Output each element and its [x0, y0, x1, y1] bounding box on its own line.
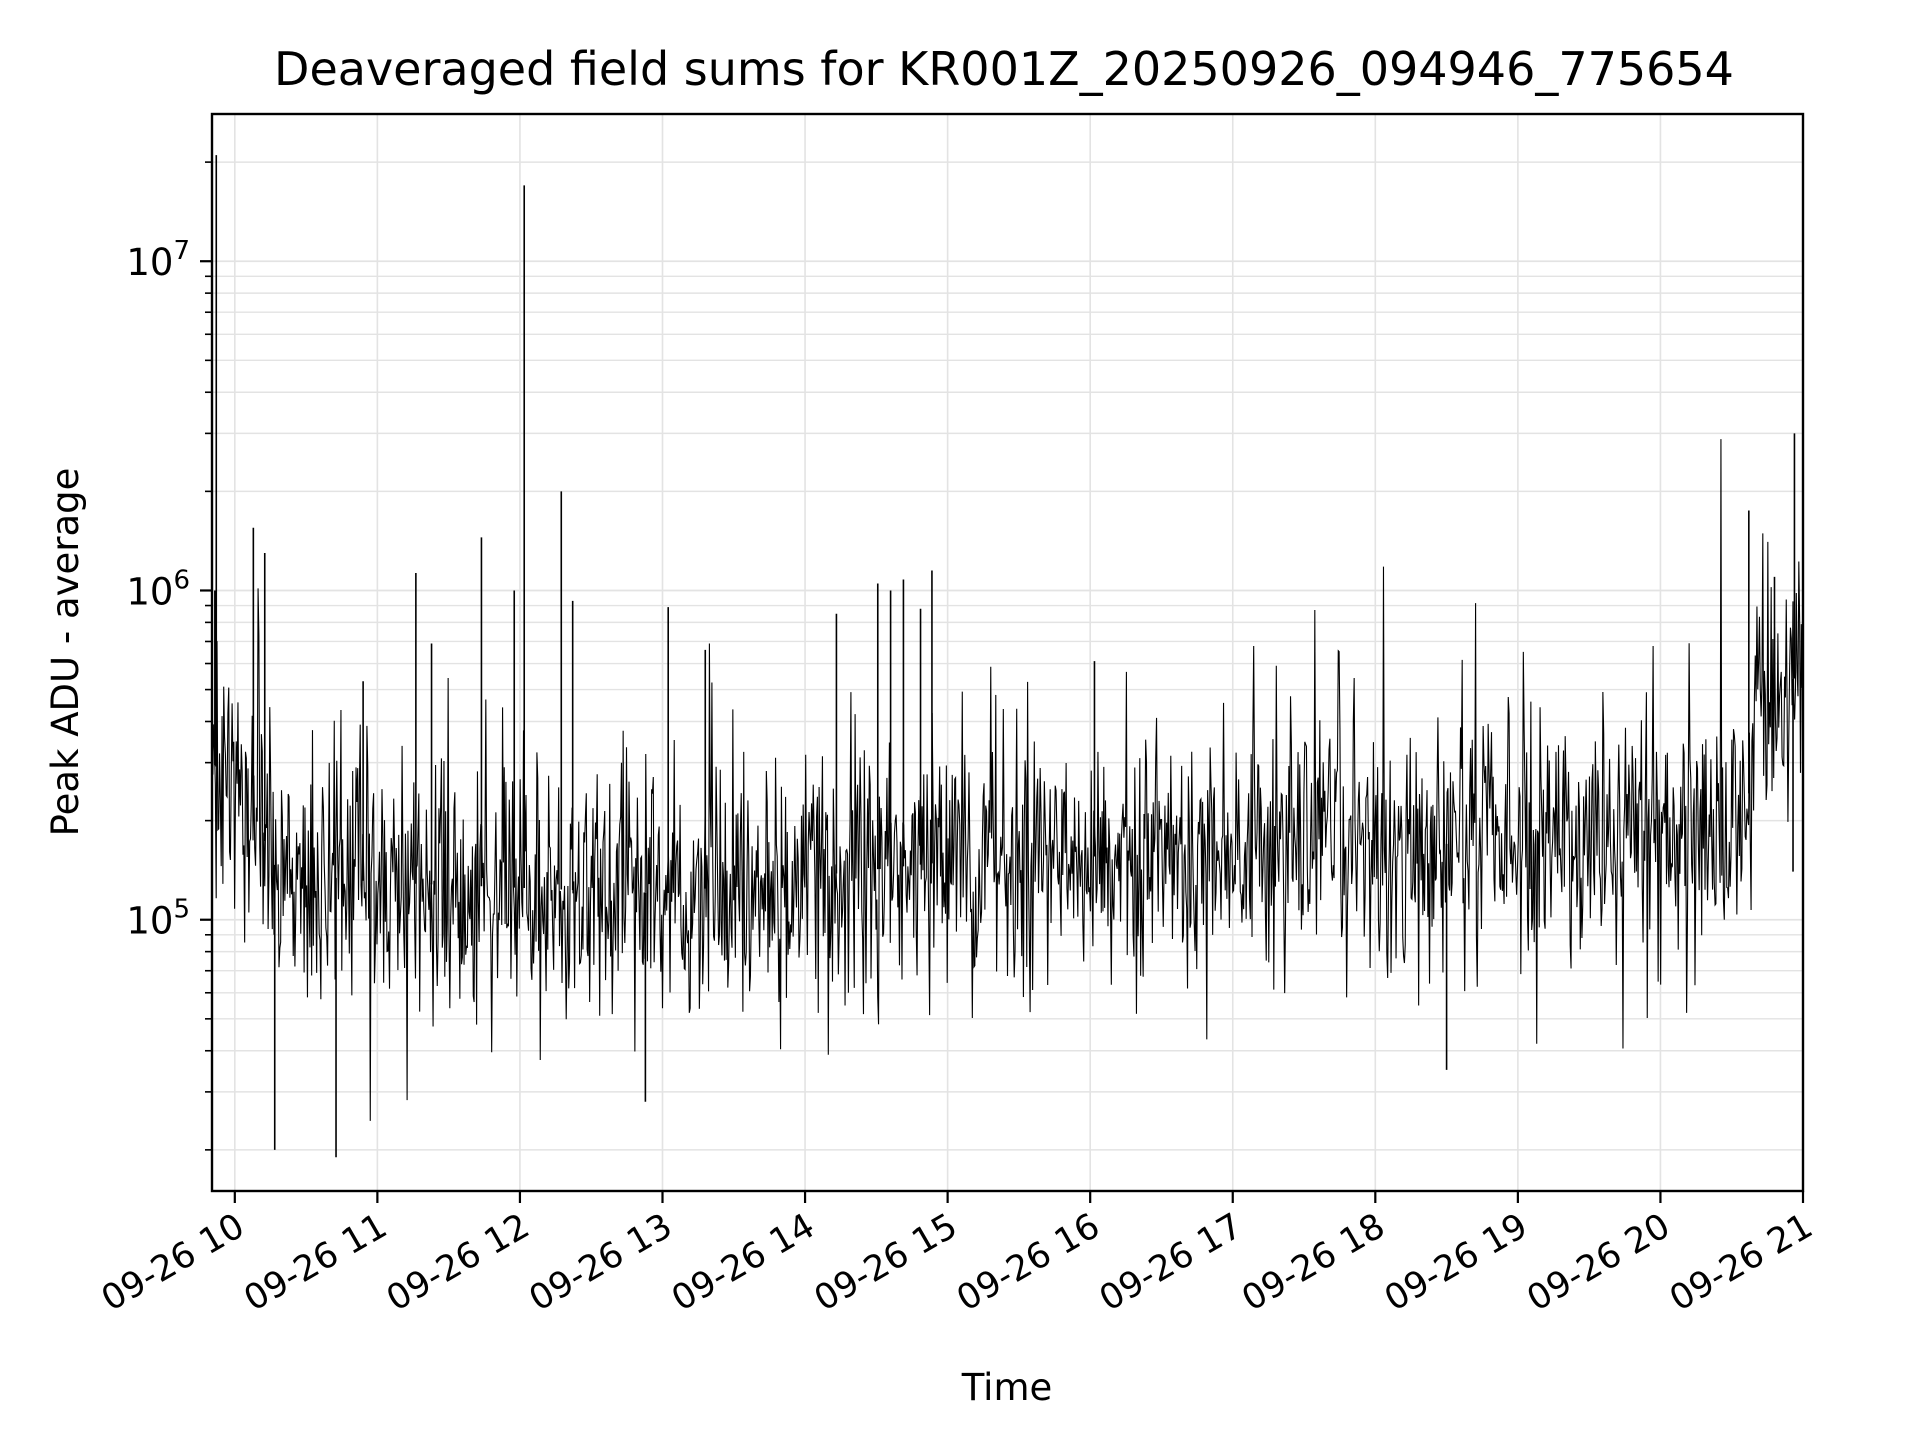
- series-line: [211, 439, 1804, 1121]
- plot-frame: [210, 112, 1805, 1193]
- x-axis-label: Time: [961, 1366, 1053, 1409]
- y-axis-ticks: 105 106 107: [126, 161, 212, 1151]
- series-trace: [211, 439, 1804, 1121]
- grid-lines: [212, 114, 1803, 1191]
- series-spikes: [214, 155, 1796, 1158]
- y-axis-label: Peak ADU - average: [44, 468, 87, 837]
- y-tick-label: 105: [126, 895, 190, 943]
- y-tick-label: 107: [126, 236, 190, 284]
- chart-title: Deaveraged field sums for KR001Z_2025092…: [274, 42, 1734, 96]
- y-tick-label: 106: [126, 565, 190, 613]
